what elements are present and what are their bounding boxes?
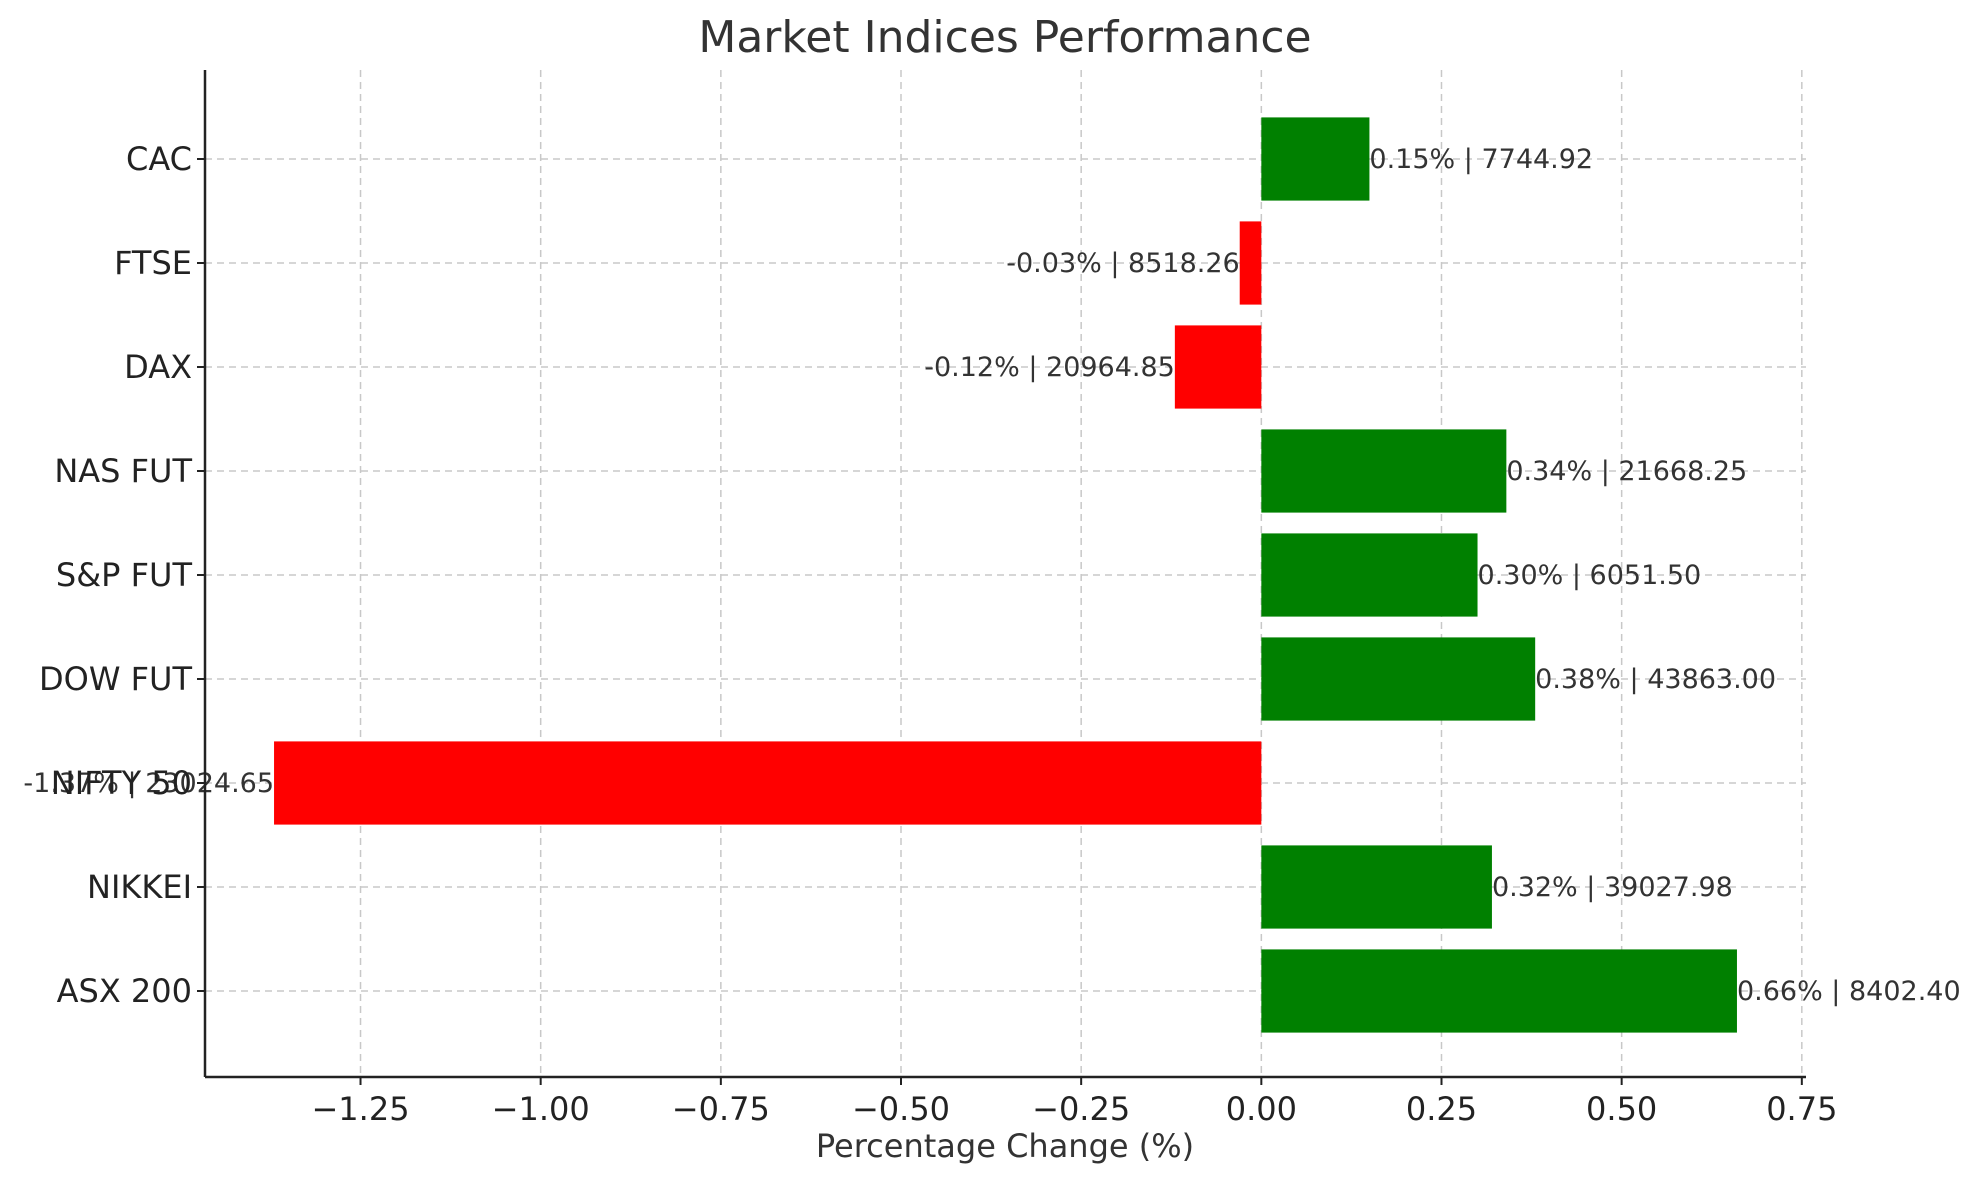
bar-data-label: -0.03% | 8518.26 — [1006, 248, 1239, 279]
axes-group — [203, 70, 1806, 1079]
x-tick-label: −1.00 — [492, 1090, 590, 1128]
x-tick-label: −0.50 — [852, 1090, 950, 1128]
bar — [1261, 949, 1737, 1033]
bar-data-label: -1.37% | 23024.65 — [23, 768, 274, 799]
category-label: NIKKEI — [87, 868, 192, 906]
x-tick-label: −0.25 — [1032, 1090, 1130, 1128]
x-axis-label: Percentage Change (%) — [816, 1127, 1194, 1165]
bar — [1174, 325, 1262, 409]
x-tick-label: 0.00 — [1226, 1090, 1297, 1128]
grid-lines — [205, 70, 1806, 1077]
category-label: NAS FUT — [54, 452, 192, 490]
category-label: CAC — [126, 140, 192, 178]
category-label: ASX 200 — [57, 972, 192, 1010]
x-tick-label: −0.75 — [672, 1090, 770, 1128]
x-ticks-group: −1.25 −1.00 −0.75 −0.50 −0.25 0.00 0.25 0.50 0.7… — [311, 1077, 1837, 1128]
x-tick-label: 0.50 — [1586, 1090, 1657, 1128]
bar-data-label: 0.32% | 39027.98 — [1492, 872, 1733, 903]
x-tick-label: 0.25 — [1406, 1090, 1477, 1128]
bar-data-label: 0.66% | 8402.40 — [1737, 976, 1961, 1007]
category-label: NIFTY 50 — [51, 764, 192, 802]
y-ticks-group: ASX 200 NIKKEI NIFTY 50 DOW FUT S&P FUT NAS F… — [39, 140, 205, 1010]
bar — [1261, 533, 1478, 617]
bar — [274, 741, 1262, 825]
category-label: DOW FUT — [39, 660, 192, 698]
bar-data-label: 0.38% | 43863.00 — [1535, 664, 1776, 695]
bar — [1261, 845, 1492, 929]
x-tick-label: 0.75 — [1766, 1090, 1837, 1128]
bar — [1239, 221, 1262, 305]
bar — [1261, 637, 1536, 721]
bar-data-label: -0.12% | 20964.85 — [924, 352, 1175, 383]
data-labels-group: 0.66% | 8402.40 0.32% | 39027.98 -1.37% | … — [23, 144, 1960, 1007]
bar-data-label: 0.34% | 21668.25 — [1506, 456, 1747, 487]
bars-group — [274, 117, 1737, 1033]
bar-data-label: 0.30% | 6051.50 — [1478, 560, 1702, 591]
bar — [1261, 117, 1370, 201]
x-tick-label: −1.25 — [311, 1090, 409, 1128]
chart-title: Market Indices Performance — [698, 12, 1311, 63]
category-label: S&P FUT — [56, 556, 193, 594]
bar — [1261, 429, 1507, 513]
category-label: FTSE — [114, 244, 192, 282]
category-label: DAX — [124, 348, 192, 386]
bar-data-label: 0.15% | 7744.92 — [1369, 144, 1593, 175]
